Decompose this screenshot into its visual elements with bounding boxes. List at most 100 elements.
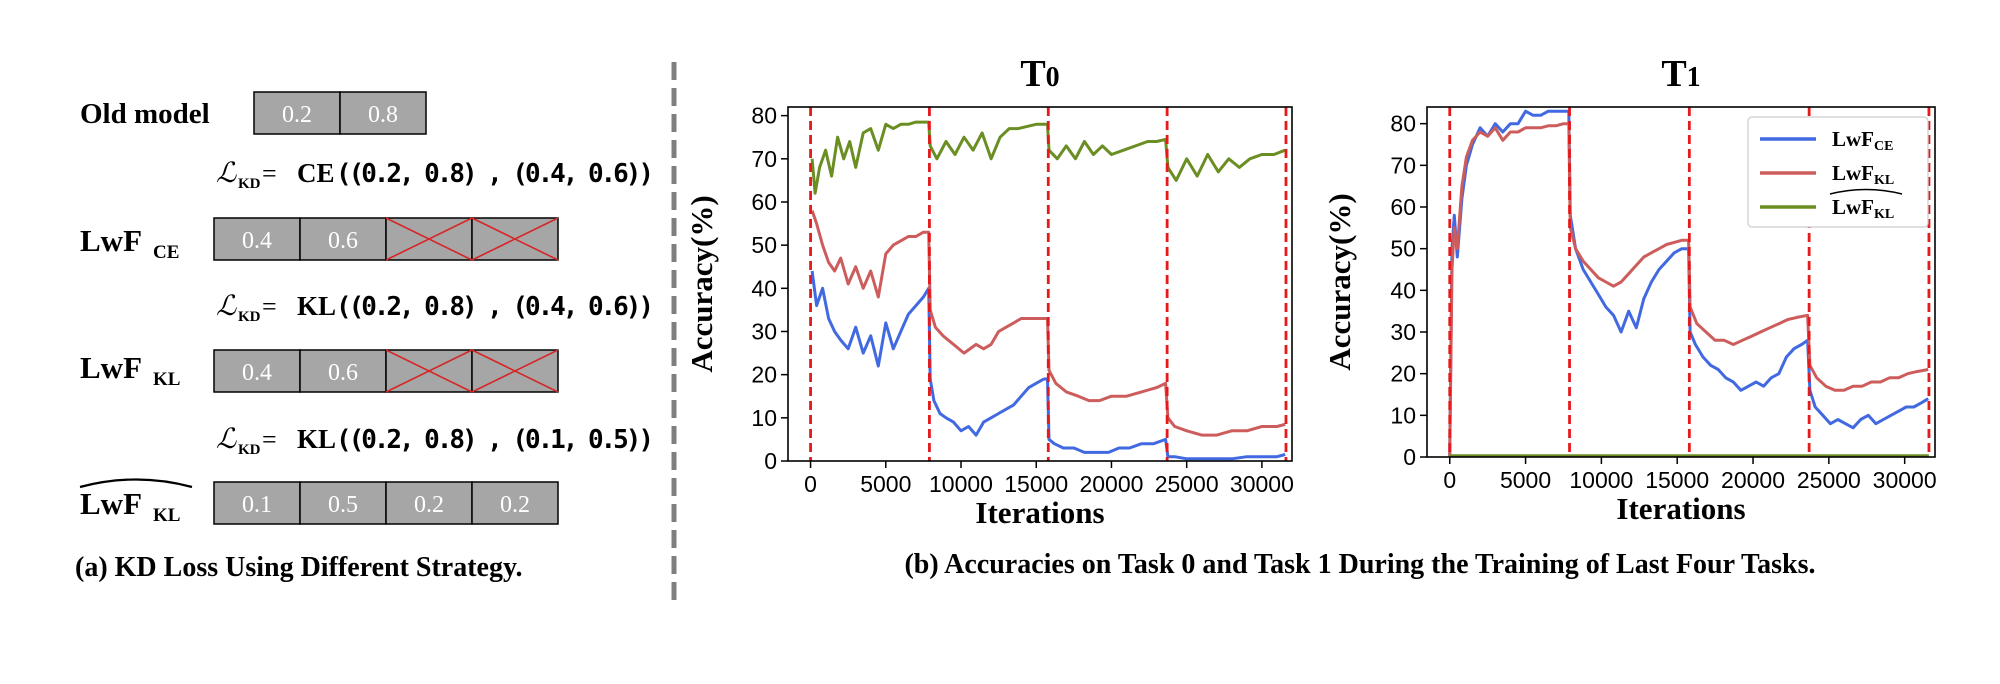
old-model-cells: 0.2 0.8 [253, 91, 427, 135]
legend-label-main: LwF [1832, 195, 1874, 219]
equals-sign: = [262, 292, 277, 321]
y-tick-label: 50 [751, 232, 777, 258]
y-tick-label: 60 [751, 189, 777, 215]
equals-sign: = [262, 425, 277, 454]
chart-title: T0 [1020, 53, 1059, 95]
lwf-kl-hat-cell-1-value: 0.1 [242, 492, 272, 518]
lwf-kl-hat-label: LwF [80, 486, 142, 521]
x-axis-label: Iterations [975, 495, 1104, 530]
legend-label: LwFCE [1832, 127, 1893, 154]
y-axis-label: Accuracy(%) [684, 195, 719, 372]
panel-a: Old model 0.2 0.8 ℒ KD = CE ((0.2, 0.8) … [75, 91, 654, 583]
equals-sign: = [262, 159, 277, 188]
x-tick-label: 0 [804, 471, 817, 497]
lwf-kl-subscript: KL [153, 369, 180, 390]
y-tick-label: 10 [1390, 402, 1416, 428]
lwf-kl-cell-1 [213, 349, 301, 393]
y-tick-label: 80 [751, 103, 777, 129]
series-line-lwf-ce [1448, 109, 1929, 458]
x-tick-label: 0 [1443, 467, 1456, 493]
y-tick-label: 70 [1390, 152, 1416, 178]
x-tick-label: 20000 [1079, 471, 1143, 497]
x-tick-label: 30000 [1873, 467, 1937, 493]
legend-label-subscript: KL [1874, 173, 1894, 188]
chart-title-subscript: 0 [1046, 62, 1060, 93]
kd-equation-ce: ℒ KD = CE ((0.2, 0.8) , (0.4, 0.6)) [216, 158, 654, 192]
loss-subscript: KD [238, 442, 261, 458]
y-tick-label: 0 [764, 448, 777, 474]
lwf-ce-label: LwF [80, 223, 142, 258]
x-tick-label: 30000 [1230, 471, 1294, 497]
lwf-kl-hat-cell-2 [299, 481, 387, 525]
legend-hat-accent [1829, 188, 1903, 195]
y-tick-label: 10 [751, 405, 777, 431]
x-tick-label: 20000 [1721, 467, 1785, 493]
loss-symbol: ℒ [216, 158, 237, 189]
loss-subscript: KD [238, 176, 261, 192]
y-tick-label: 30 [751, 318, 777, 344]
legend-box [1747, 116, 1929, 228]
axes-frame [1426, 106, 1936, 458]
lwf-ce-cell-2-value: 0.6 [328, 228, 358, 254]
kd-equation-kl-hat: ℒ KD = KL ((0.2, 0.8) , (0.1, 0.5)) [216, 424, 654, 458]
loss-arguments: ((0.2, 0.8) , (0.4, 0.6)) [336, 292, 654, 322]
y-tick-label: 30 [1390, 319, 1416, 345]
x-tick-label: 5000 [1500, 467, 1551, 493]
lwf-kl-hat-cell-3 [385, 481, 473, 525]
legend-label-main: LwF [1832, 127, 1874, 151]
legend-label: LwFKL [1832, 195, 1894, 222]
lwf-ce-cell-1 [213, 217, 301, 261]
legend-label-subscript: KL [1874, 207, 1894, 222]
legend-label: LwFKL [1832, 161, 1894, 188]
lwf-kl-hat-cell-3-value: 0.2 [414, 492, 444, 518]
legend-label-subscript: CE [1874, 139, 1893, 154]
lwf-kl-label: LwF [80, 350, 142, 385]
loss-function: KL [297, 291, 336, 321]
lwf-kl-cell-2 [299, 349, 387, 393]
y-tick-label: 40 [751, 275, 777, 301]
axes-frame [787, 106, 1293, 462]
y-tick-label: 70 [751, 146, 777, 172]
series-line-lwf-kl [1448, 122, 1929, 458]
legend-label-main: LwF [1832, 161, 1874, 185]
y-tick-label: 0 [1403, 444, 1416, 470]
x-tick-label: 15000 [1004, 471, 1068, 497]
lwf-ce-cross-marks [385, 217, 559, 261]
lwf-kl-hat-cell-4-value: 0.2 [500, 492, 530, 518]
lwf-ce-cell-1-value: 0.4 [242, 228, 272, 254]
old-model-cell-1 [253, 91, 341, 135]
panel-a-caption: (a) KD Loss Using Different Strategy. [75, 552, 522, 583]
lwf-ce-subscript: CE [153, 242, 179, 263]
old-model-cell-2 [339, 91, 427, 135]
loss-arguments: ((0.2, 0.8) , (0.4, 0.6)) [336, 159, 654, 189]
panel-b-caption: (b) Accuracies on Task 0 and Task 1 Duri… [904, 549, 1815, 580]
chart-title: T1 [1661, 53, 1700, 95]
lwf-kl-hat-subscript: KL [153, 505, 180, 526]
x-tick-label: 25000 [1797, 467, 1861, 493]
old-model-label: Old model [80, 98, 210, 130]
lwf-kl-cell-2-value: 0.6 [328, 360, 358, 386]
x-axis-label: Iterations [1616, 491, 1745, 526]
lwf-kl-row: LwF KL 0.4 0.6 [80, 349, 559, 393]
loss-symbol: ℒ [216, 291, 237, 322]
kd-equation-kl: ℒ KD = KL ((0.2, 0.8) , (0.4, 0.6)) [216, 291, 654, 325]
lwf-kl-hat-cell-4 [471, 481, 559, 525]
y-tick-label: 40 [1390, 277, 1416, 303]
lwf-kl-cell-1-value: 0.4 [242, 360, 272, 386]
old-model-cell-1-value: 0.2 [282, 102, 312, 128]
chart-title-main: T [1020, 53, 1045, 95]
loss-function: KL [297, 424, 336, 454]
lwf-ce-row: LwF CE 0.4 0.6 [80, 217, 559, 263]
chart-title-subscript: 1 [1687, 62, 1701, 93]
y-tick-label: 60 [1390, 194, 1416, 220]
loss-function: CE [297, 158, 335, 188]
loss-symbol: ℒ [216, 424, 237, 455]
x-tick-label: 5000 [860, 471, 911, 497]
loss-arguments: ((0.2, 0.8) , (0.1, 0.5)) [336, 425, 654, 455]
loss-subscript: KD [238, 309, 261, 325]
y-tick-label: 20 [751, 362, 777, 388]
series-line-lwf-kl-hat [810, 120, 1286, 195]
